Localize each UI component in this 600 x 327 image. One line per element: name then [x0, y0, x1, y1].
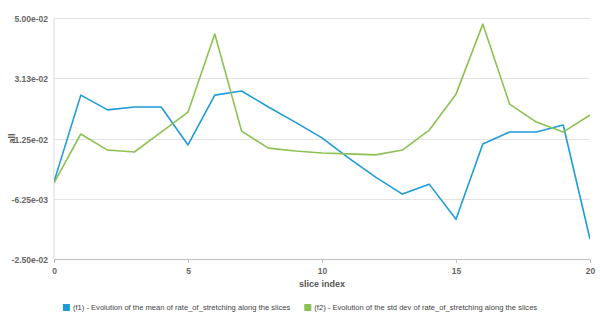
y-tick-label: 5.00e-02 — [14, 14, 48, 24]
grid-line — [54, 199, 590, 200]
x-tick — [188, 259, 189, 263]
x-tick-label: 0 — [52, 266, 57, 276]
y-tick-label: 1.25e-02 — [14, 135, 48, 145]
x-tick — [456, 259, 457, 263]
y-tick-label: -6.25e-03 — [12, 195, 49, 205]
x-tick-label: 15 — [452, 266, 462, 276]
x-tick-label: 5 — [186, 266, 191, 276]
legend-item: (f2) - Evolution of the std dev of rate_… — [304, 303, 537, 312]
legend-label: (f1) - Evolution of the mean of rate_of_… — [73, 303, 291, 312]
legend-swatch — [63, 304, 70, 311]
legend-label: (f2) - Evolution of the std dev of rate_… — [314, 303, 537, 312]
x-axis-title: slice index — [299, 279, 345, 289]
legend-item: (f1) - Evolution of the mean of rate_of_… — [63, 303, 291, 312]
chart: -2.50e-02 -6.25e-03 1.25e-02 3.13e-02 5.00e-… — [0, 0, 600, 327]
legend-swatch — [304, 304, 311, 311]
x-tick-label: 10 — [318, 266, 328, 276]
grid-line — [54, 78, 590, 79]
series-line — [54, 91, 590, 239]
y-axis-title: all — [7, 133, 17, 143]
grid-line — [54, 139, 590, 140]
y-axis-line — [54, 18, 55, 259]
grid-line — [54, 18, 590, 19]
y-tick-label: 3.13e-02 — [14, 74, 48, 84]
plot-area — [54, 24, 590, 239]
legend: (f1) - Evolution of the mean of rate_of_… — [63, 303, 537, 312]
x-tick-label: 20 — [586, 266, 596, 276]
y-tick-label: -2.50e-02 — [12, 255, 49, 265]
x-tick — [322, 259, 323, 263]
x-tick — [54, 259, 55, 263]
series-line — [54, 24, 590, 183]
x-tick — [590, 259, 591, 263]
